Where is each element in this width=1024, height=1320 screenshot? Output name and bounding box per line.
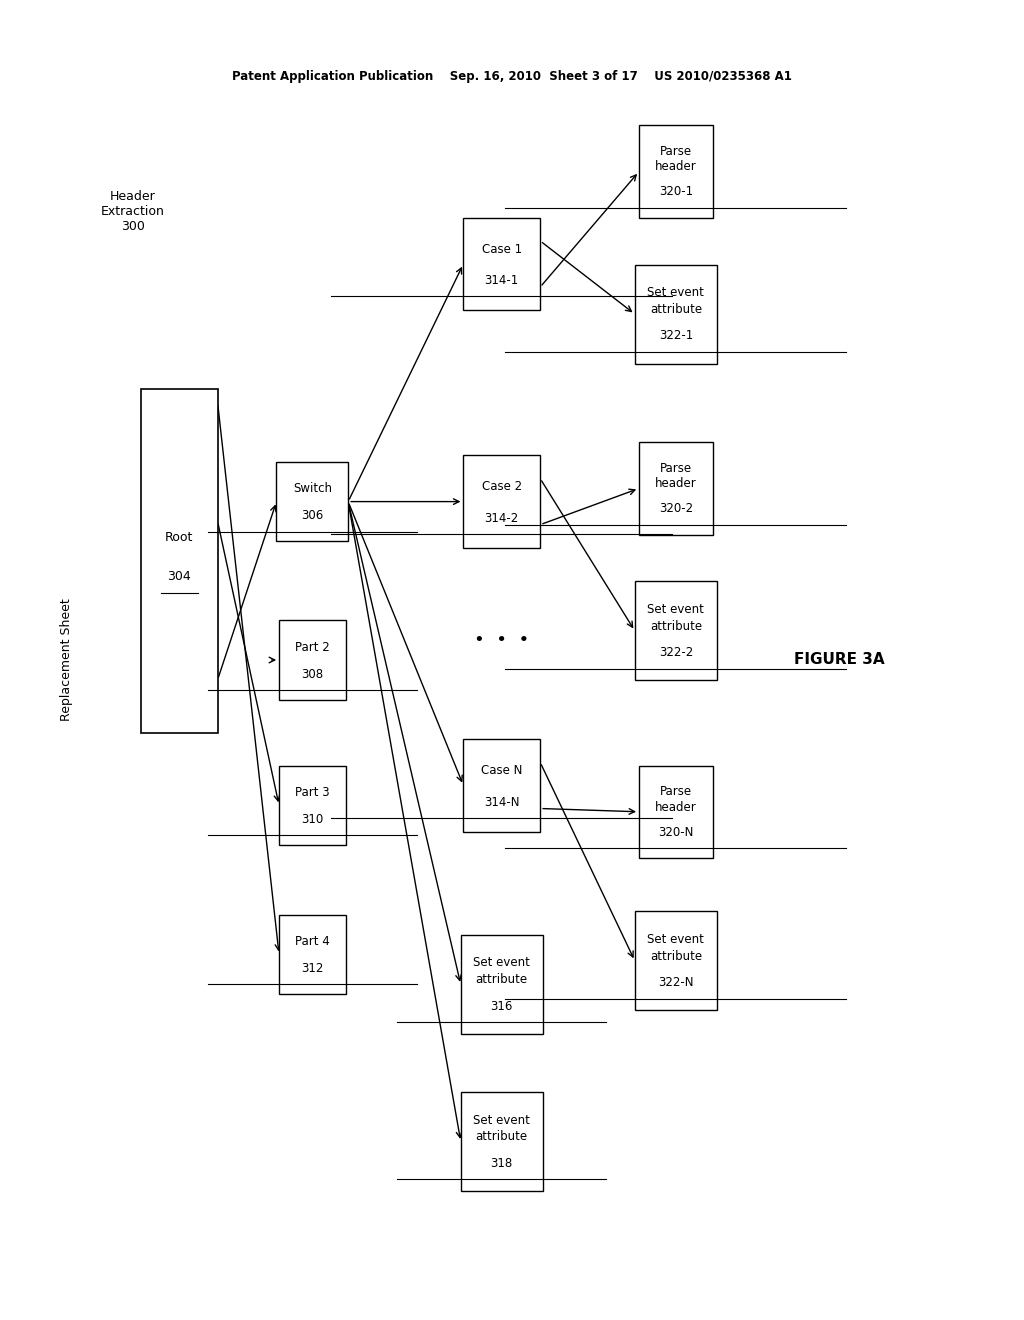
Text: FIGURE 3A: FIGURE 3A [795, 652, 885, 668]
Text: 322-2: 322-2 [658, 647, 693, 659]
Bar [461, 935, 543, 1035]
Text: attribute: attribute [650, 302, 701, 315]
Text: 314-2: 314-2 [484, 512, 519, 525]
Text: 322-N: 322-N [658, 977, 693, 989]
Bar [279, 620, 345, 700]
Text: 316: 316 [490, 1001, 513, 1012]
Text: 320-1: 320-1 [658, 185, 693, 198]
Text: Case 1: Case 1 [481, 243, 522, 256]
Text: 320-N: 320-N [658, 825, 693, 838]
Text: attribute: attribute [476, 973, 527, 986]
Text: •  •  •: • • • [474, 631, 529, 649]
Text: 312: 312 [301, 962, 324, 975]
Text: Patent Application Publication    Sep. 16, 2010  Sheet 3 of 17    US 2010/023536: Patent Application Publication Sep. 16, … [232, 70, 792, 83]
Text: Case N: Case N [481, 764, 522, 777]
Bar [279, 766, 345, 845]
Text: Switch: Switch [293, 482, 332, 495]
Text: 318: 318 [490, 1158, 513, 1170]
Bar [463, 739, 541, 832]
Text: Set event: Set event [473, 957, 530, 969]
Text: Parse: Parse [659, 462, 692, 475]
Text: attribute: attribute [476, 1130, 527, 1143]
Text: Part 3: Part 3 [295, 785, 330, 799]
Bar [463, 218, 541, 310]
Text: Set event: Set event [473, 1114, 530, 1126]
Text: Header
Extraction
300: Header Extraction 300 [101, 190, 165, 232]
Bar [461, 1093, 543, 1191]
Bar [140, 389, 217, 733]
Text: Replacement Sheet: Replacement Sheet [60, 599, 73, 721]
Bar [635, 264, 717, 363]
Text: 320-2: 320-2 [658, 502, 693, 515]
Text: attribute: attribute [650, 949, 701, 962]
Bar [639, 766, 713, 858]
Bar [279, 915, 345, 994]
Bar [276, 462, 348, 541]
Text: Set event: Set event [647, 933, 705, 945]
Text: Part 4: Part 4 [295, 935, 330, 948]
Text: header: header [655, 478, 696, 490]
Text: header: header [655, 801, 696, 813]
Text: Case 2: Case 2 [481, 480, 522, 494]
Text: Set event: Set event [647, 286, 705, 298]
Bar [635, 581, 717, 681]
Text: attribute: attribute [650, 619, 701, 632]
Bar [639, 442, 713, 535]
Text: Parse: Parse [659, 145, 692, 158]
Text: 314-N: 314-N [484, 796, 519, 809]
Text: 314-1: 314-1 [484, 275, 519, 288]
Text: Part 2: Part 2 [295, 640, 330, 653]
Text: Set event: Set event [647, 603, 705, 615]
Text: Parse: Parse [659, 785, 692, 799]
Text: header: header [655, 161, 696, 173]
Text: Root: Root [165, 531, 194, 544]
Text: 310: 310 [301, 813, 324, 826]
Bar [639, 125, 713, 218]
Text: 308: 308 [301, 668, 324, 681]
Text: 322-1: 322-1 [658, 330, 693, 342]
Text: 304: 304 [167, 570, 191, 583]
Text: 306: 306 [301, 510, 324, 523]
Bar [635, 911, 717, 1011]
Bar [463, 455, 541, 548]
